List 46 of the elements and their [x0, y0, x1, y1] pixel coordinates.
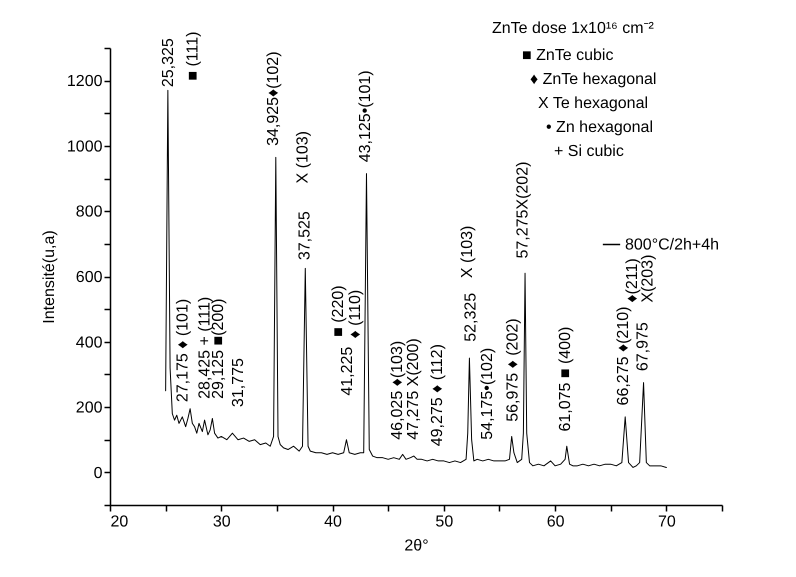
- x-tick-label: 60: [546, 514, 565, 530]
- annotation: 66,275 ♦(210): [614, 306, 632, 406]
- annotation: X (103): [459, 226, 476, 278]
- annotation: 47,275 X(200): [405, 338, 422, 440]
- x-tick-label: 50: [435, 514, 454, 530]
- annotation: 57,275X(202): [514, 162, 532, 259]
- annotation: X (103): [294, 131, 312, 184]
- annotation: 54,175•(102): [479, 348, 496, 440]
- annotation: 67,975: [634, 322, 652, 372]
- annotation: 46,025 ♦(103): [389, 340, 406, 440]
- legend-title: ZnTe dose 1x10¹⁶ cm⁻²: [492, 20, 655, 37]
- legend-label: 800°C/2h+4h: [625, 236, 720, 254]
- y-tick-label: 1200: [66, 73, 103, 90]
- annotation: ♦ ZnTe hexagonal: [530, 71, 656, 88]
- x-tick-label: 40: [324, 514, 342, 530]
- annotation: 25,325: [160, 38, 177, 88]
- annotation: ♦(211): [624, 258, 641, 303]
- y-tick-label: 200: [76, 400, 103, 417]
- annotation: ■ (220): [330, 285, 348, 337]
- x-tick-label: 70: [658, 514, 676, 530]
- annotation: 37,525: [296, 211, 314, 260]
- annotation: 52,325: [462, 292, 480, 342]
- annotation: X(203): [639, 254, 656, 303]
- annotation: ♦ (110): [346, 290, 364, 339]
- y-tick-label: 600: [76, 269, 103, 286]
- x-tick-label: 30: [212, 514, 231, 530]
- annotation: ■ ZnTe cubic: [522, 47, 614, 64]
- x-axis-title: 2θ°: [404, 538, 429, 554]
- annotation: ■ (111): [184, 32, 202, 81]
- y-axis-title: Intensité(u,a): [40, 230, 58, 324]
- y-tick-label: 400: [76, 334, 103, 352]
- annotation: 41,225: [339, 346, 356, 396]
- annotation: 27,175 ♦ (101): [174, 298, 192, 402]
- annotation: 49,275 ♦ (112): [429, 344, 446, 446]
- annotation: + Si cubic: [554, 143, 624, 160]
- annotation: 34,925♦(102): [265, 51, 282, 146]
- y-tick-label: 800: [76, 204, 103, 221]
- annotation: X Te hexagonal: [538, 95, 648, 112]
- annotation: • Zn hexagonal: [546, 119, 654, 136]
- annotation: 56,975 ♦ (202): [504, 318, 522, 422]
- y-tick-label: 1000: [66, 138, 103, 156]
- annotation: 43,125•(101): [356, 70, 374, 162]
- y-tick-label: 0: [94, 464, 103, 482]
- annotation: 31,775: [230, 358, 247, 408]
- annotation: 61,075 ■ (400): [557, 326, 574, 432]
- x-tick-label: 20: [110, 514, 128, 530]
